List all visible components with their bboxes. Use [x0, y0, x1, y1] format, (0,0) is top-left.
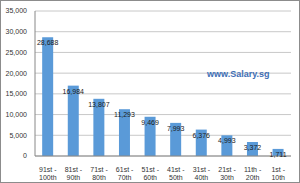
svg-text:91st -100th: 91st -100th [39, 166, 57, 181]
svg-text:10,000: 10,000 [6, 111, 28, 118]
svg-text:15,000: 15,000 [6, 90, 28, 97]
svg-text:28,688: 28,688 [37, 39, 59, 46]
svg-text:30,000: 30,000 [6, 28, 28, 35]
svg-text:41st -50th: 41st -50th [167, 166, 185, 181]
svg-text:31st -40th: 31st -40th [193, 166, 211, 181]
svg-text:51st -60th: 51st -60th [141, 166, 159, 181]
svg-text:3,372: 3,372 [244, 144, 262, 151]
svg-text:9,469: 9,469 [141, 119, 159, 126]
svg-text:1,711: 1,711 [270, 151, 287, 158]
svg-text:61st -70th: 61st -70th [116, 166, 134, 181]
svg-text:11th -20th: 11th -20th [244, 166, 262, 181]
svg-text:71st -80th: 71st -80th [90, 166, 108, 181]
svg-text:13,807: 13,807 [88, 101, 110, 108]
html-text:www.Salary.sg: www.Salary.sg [207, 69, 270, 79]
svg-text:81st -90th: 81st -90th [65, 166, 83, 181]
svg-text:6,376: 6,376 [193, 132, 211, 139]
svg-text:35,000: 35,000 [6, 7, 28, 14]
svg-text:21st -30th: 21st -30th [218, 166, 236, 181]
svg-text:4,993: 4,993 [218, 137, 236, 144]
svg-text:5,000: 5,000 [9, 132, 27, 139]
svg-text:20,000: 20,000 [6, 70, 28, 77]
svg-text:25,000: 25,000 [6, 49, 28, 56]
svg-text:1st -10th: 1st -10th [271, 166, 285, 181]
svg-text:11,293: 11,293 [114, 111, 135, 118]
svg-text:7,993: 7,993 [167, 125, 185, 132]
svg-text:0: 0 [23, 152, 27, 159]
svg-text:16,984: 16,984 [63, 88, 85, 95]
